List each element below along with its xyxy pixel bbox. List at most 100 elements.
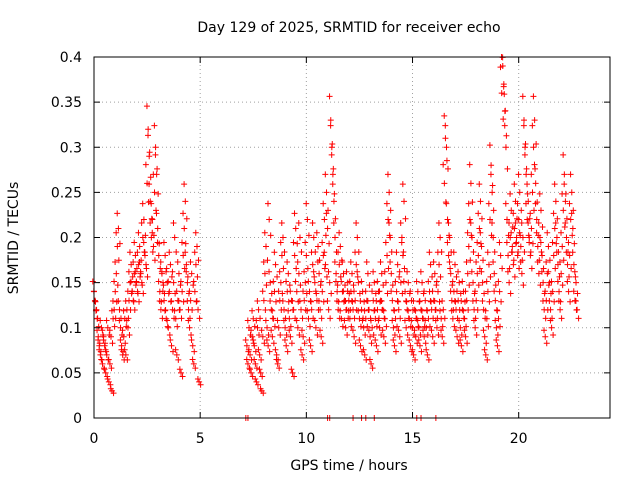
data-point (174, 323, 181, 330)
data-point (309, 261, 316, 268)
data-point (258, 327, 265, 334)
data-point (563, 215, 570, 222)
data-point (490, 259, 497, 266)
data-point (529, 189, 536, 196)
data-point (288, 340, 295, 347)
data-point (278, 252, 285, 259)
data-point (563, 249, 570, 256)
data-point (560, 207, 567, 214)
data-point (433, 278, 440, 285)
data-point (133, 278, 140, 285)
data-point (444, 216, 451, 223)
data-point (513, 239, 520, 246)
data-point (506, 265, 513, 272)
data-point (131, 307, 138, 314)
data-point (326, 279, 333, 286)
data-point (311, 317, 318, 324)
data-point (385, 216, 392, 223)
data-point (285, 298, 292, 305)
data-point (535, 270, 542, 277)
data-point (364, 298, 371, 305)
data-point (243, 342, 250, 349)
data-point (568, 265, 575, 272)
data-point (304, 307, 311, 314)
data-point (561, 181, 568, 188)
data-point (287, 323, 294, 330)
data-point (197, 381, 204, 388)
data-point (415, 324, 422, 331)
data-point (126, 331, 133, 338)
data-point (508, 229, 515, 236)
data-point (347, 259, 354, 266)
data-point (287, 288, 294, 295)
data-point (428, 298, 435, 305)
data-point (136, 259, 143, 266)
data-point (550, 252, 557, 259)
data-point (405, 307, 412, 314)
data-point (129, 288, 136, 295)
data-point (183, 268, 190, 275)
data-point (247, 327, 254, 334)
data-point (493, 324, 500, 331)
data-point (464, 229, 471, 236)
data-point (453, 273, 460, 280)
data-point (395, 327, 402, 334)
data-point (358, 306, 365, 313)
data-point (504, 165, 511, 172)
data-point (458, 331, 465, 338)
data-point (376, 324, 383, 331)
data-point (413, 278, 420, 285)
data-points (89, 54, 582, 421)
data-point (188, 331, 195, 338)
data-point (295, 270, 302, 277)
data-point (479, 279, 486, 286)
data-point (146, 153, 153, 160)
data-point (569, 225, 576, 232)
data-point (328, 151, 335, 158)
data-point (484, 356, 491, 363)
data-point (408, 317, 415, 324)
data-point (371, 279, 378, 286)
data-point (473, 331, 480, 338)
data-point (170, 220, 177, 227)
data-point (363, 259, 370, 266)
data-point (249, 333, 256, 340)
data-point (303, 200, 310, 207)
data-point (144, 273, 151, 280)
data-point (107, 385, 114, 392)
data-point (140, 239, 147, 246)
data-point (422, 317, 429, 324)
data-point (467, 257, 474, 264)
data-point (475, 282, 482, 289)
data-point (329, 181, 336, 188)
data-point (302, 279, 309, 286)
data-point (551, 225, 558, 232)
data-point (494, 331, 501, 338)
data-point (162, 252, 169, 259)
data-point (269, 333, 276, 340)
data-point (252, 376, 259, 383)
data-point (517, 243, 524, 250)
data-point (391, 331, 398, 338)
data-point (298, 248, 305, 255)
data-point (301, 268, 308, 275)
data-point (395, 298, 402, 305)
data-point (263, 243, 269, 250)
data-point (258, 356, 265, 363)
data-point (291, 252, 298, 259)
data-point (395, 306, 402, 313)
data-point (543, 340, 550, 347)
data-point (439, 323, 446, 330)
data-point (172, 315, 179, 322)
data-point (463, 323, 470, 330)
data-point (261, 229, 268, 236)
data-point (368, 360, 375, 367)
data-point (390, 324, 397, 331)
data-point (422, 297, 429, 304)
data-point (279, 290, 286, 297)
data-point (463, 259, 470, 266)
data-point (412, 356, 419, 363)
data-point (180, 210, 187, 217)
data-point (316, 270, 323, 277)
data-point (552, 220, 559, 227)
